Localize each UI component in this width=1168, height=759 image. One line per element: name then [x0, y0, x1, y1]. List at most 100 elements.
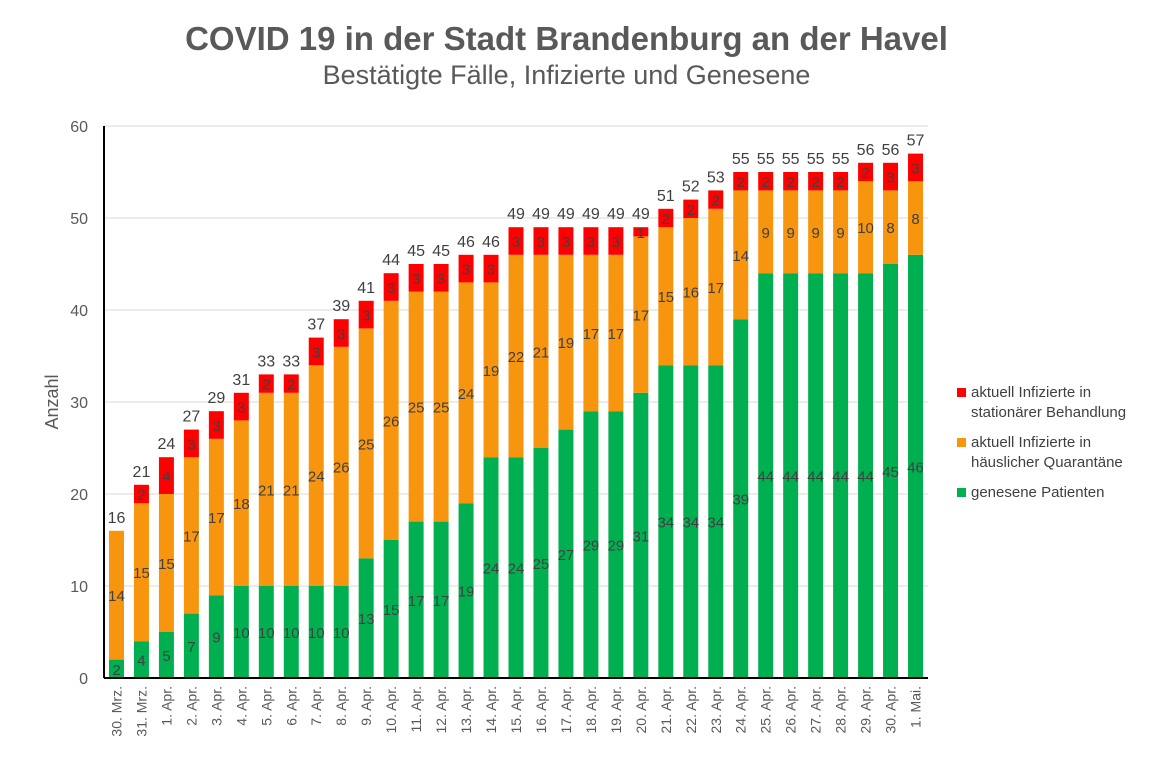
bar-segment-quarantaene — [783, 190, 799, 274]
bar-segment-stationaer — [783, 172, 799, 191]
bar-total-label: 49 — [632, 206, 650, 223]
x-tick-label: 10. Apr. — [383, 686, 399, 733]
bar-segment-genesene — [183, 613, 199, 678]
bar-total-label: 57 — [907, 133, 925, 150]
chart-title: COVID 19 in der Stadt Brandenburg an der… — [185, 20, 948, 57]
bar-segment-stationaer — [383, 273, 399, 301]
bar-data-label: 17 — [183, 528, 200, 545]
bar-segment-stationaer — [808, 172, 824, 191]
x-tick-label: 4. Apr. — [233, 686, 249, 726]
bar-segment-stationaer — [133, 484, 149, 504]
bar-segment-quarantaene — [183, 457, 199, 614]
x-tick-label: 14. Apr. — [483, 686, 499, 733]
bar-segment-genesene — [333, 586, 349, 678]
bar-total-label: 46 — [457, 234, 475, 251]
bar-data-label: 9 — [811, 225, 819, 242]
x-tick-label: 25. Apr. — [758, 686, 774, 733]
bar-segment-quarantaene — [358, 328, 374, 559]
bar-segment-quarantaene — [608, 254, 624, 412]
bar-data-label: 17 — [433, 593, 450, 610]
bar-segment-stationaer — [158, 457, 174, 494]
bar-total-label: 55 — [832, 151, 850, 168]
bar-data-label: 21 — [283, 482, 300, 499]
bar-data-label: 25 — [358, 436, 375, 453]
bar-segment-stationaer — [208, 411, 224, 439]
bar-total-label: 55 — [732, 151, 750, 168]
bar-data-label: 8 — [886, 220, 894, 237]
bar-data-label: 2 — [712, 193, 720, 210]
x-tick-label: 9. Apr. — [358, 686, 374, 726]
bar-data-label: 22 — [508, 349, 525, 366]
bar-data-label: 10 — [258, 625, 275, 642]
bar-data-label: 26 — [383, 413, 400, 430]
bar-data-label: 46 — [907, 459, 924, 476]
bar-segment-genesene — [783, 273, 799, 678]
bar-segment-genesene — [858, 273, 874, 678]
bar-segment-stationaer — [483, 254, 499, 283]
bar-segment-genesene — [708, 365, 724, 678]
bar-segment-quarantaene — [833, 190, 849, 274]
bar-total-label: 56 — [882, 142, 900, 159]
y-tick-label: 30 — [70, 395, 88, 412]
bar-segment-genesene — [508, 457, 524, 678]
bar-segment-stationaer — [908, 153, 924, 182]
bar-total-label: 49 — [532, 206, 550, 223]
bar-total-label: 33 — [282, 353, 300, 370]
bar-segment-genesene — [283, 586, 299, 678]
bar-segment-genesene — [833, 273, 849, 678]
x-tick-label: 8. Apr. — [333, 686, 349, 726]
legend-label-line2: stationärer Behandlung — [971, 404, 1127, 421]
bar-data-label: 3 — [237, 400, 245, 417]
bar-segment-stationaer — [883, 162, 899, 191]
bar-total-label: 44 — [382, 252, 400, 269]
bar-segment-quarantaene — [283, 392, 299, 586]
bar-segment-genesene — [458, 503, 474, 678]
bar-data-label: 15 — [158, 556, 175, 573]
bar-segment-quarantaene — [333, 346, 349, 586]
bar-data-label: 2 — [112, 662, 120, 679]
bar-data-label: 17 — [633, 308, 650, 325]
bar-data-label: 31 — [633, 528, 650, 545]
bar-data-label: 10 — [233, 625, 250, 642]
bar-total-label: 45 — [407, 243, 425, 260]
x-tick-label: 11. Apr. — [408, 686, 424, 732]
bar-data-label: 34 — [657, 515, 674, 532]
bar-segment-genesene — [383, 540, 399, 678]
x-tick-label: 18. Apr. — [583, 686, 599, 733]
x-tick-label: 27. Apr. — [808, 686, 824, 733]
bar-total-label: 55 — [782, 151, 800, 168]
x-tick-label: 30. Apr. — [883, 686, 899, 733]
bar-segment-quarantaene — [708, 208, 724, 366]
bar-segment-genesene — [258, 586, 274, 678]
bar-segment-genesene — [683, 365, 699, 678]
bar-total-label: 55 — [757, 151, 775, 168]
bar-segment-stationaer — [833, 172, 849, 191]
bar-segment-quarantaene — [258, 392, 274, 586]
x-tick-label: 12. Apr. — [433, 686, 449, 733]
bar-data-label: 3 — [212, 418, 220, 435]
bar-data-label: 19 — [558, 335, 575, 352]
bar-segment-quarantaene — [458, 282, 474, 504]
bar-data-label: 34 — [682, 515, 699, 532]
legend-swatch-orange — [957, 438, 966, 447]
bar-total-label: 55 — [807, 151, 825, 168]
bar-segment-genesene — [108, 659, 124, 678]
legend-item-quarantaene: aktuell Infizierte in häuslicher Quarant… — [957, 433, 1167, 473]
bar-data-label: 24 — [458, 386, 475, 403]
bar-data-label: 3 — [412, 271, 420, 288]
bar-data-label: 2 — [687, 202, 695, 219]
bar-segment-quarantaene — [233, 420, 249, 586]
bar-total-label: 45 — [432, 243, 450, 260]
bar-segment-quarantaene — [558, 254, 574, 430]
bar-total-label: 52 — [682, 179, 700, 196]
bar-data-label: 2 — [137, 487, 145, 504]
bar-total-label: 37 — [307, 317, 325, 334]
bar-segment-quarantaene — [583, 254, 599, 412]
bar-segment-genesene — [483, 457, 499, 678]
x-tick-label: 30. Mrz. — [108, 686, 124, 737]
bar-data-label: 3 — [337, 326, 345, 343]
bar-segment-stationaer — [283, 374, 299, 393]
bar-segment-quarantaene — [133, 503, 149, 642]
bar-total-label: 31 — [232, 372, 250, 389]
